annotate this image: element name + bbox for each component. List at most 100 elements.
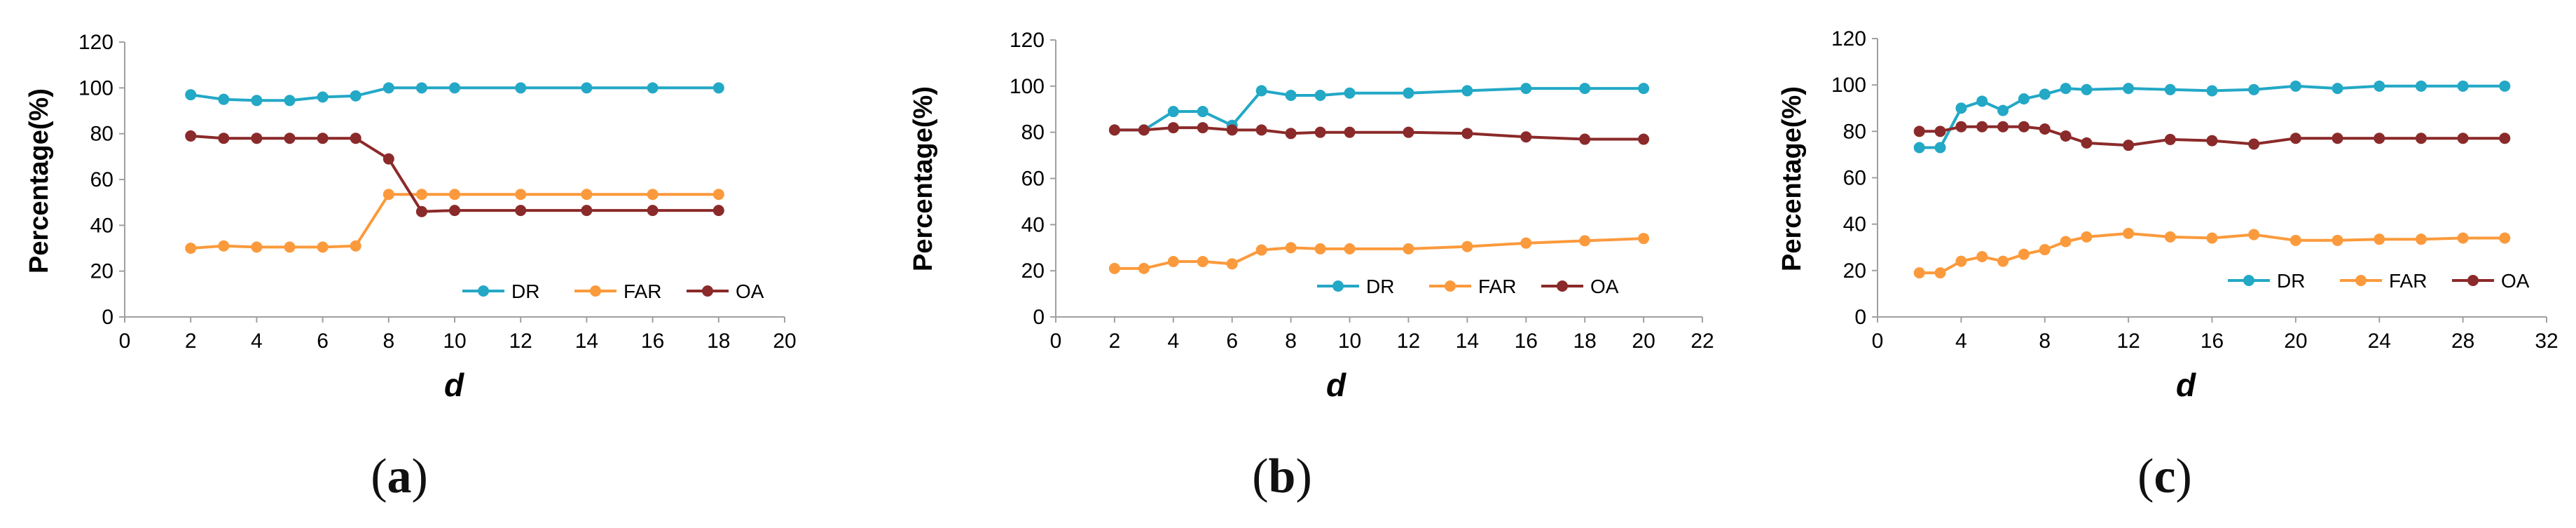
chart-c-y-tick-label: 80 [1843, 120, 1866, 143]
chart-b-far-point [1226, 258, 1238, 270]
chart-c-oa-point [2415, 133, 2427, 144]
chart-b-oa-point [1167, 122, 1179, 134]
chart-c-dr-point [1934, 142, 1946, 154]
chart-c-dr-point [2081, 83, 2093, 95]
chart-c-caption: (c) [2137, 449, 2192, 503]
chart-c-dr-point [2415, 80, 2427, 92]
chart-c-dr-point [2248, 83, 2260, 95]
chart-b-dr-point [1520, 83, 1532, 95]
chart-a-far-line [191, 193, 719, 250]
chart-a-x-tick-label: 10 [443, 330, 466, 353]
chart-b-far-line [1114, 237, 1644, 270]
chart-c-far-point [2499, 232, 2511, 244]
chart-b-x-tick-label: 10 [1338, 330, 1361, 353]
chart-c-x-tick-label: 0 [1872, 330, 1884, 353]
chart-b-y-tick-label: 100 [1010, 75, 1045, 98]
chart-a-dr-point [284, 95, 296, 107]
chart-b-y-tick-label: 20 [1021, 259, 1045, 283]
chart-b-x-tick-label: 8 [1285, 330, 1297, 353]
chart-c-x-tick-label: 8 [2039, 330, 2051, 353]
chart-a-x-tick-label: 0 [119, 330, 131, 353]
chart-c-legend-dr-marker [2243, 275, 2254, 286]
chart-a-y-tick-label: 120 [78, 31, 113, 54]
chart-c-oa-point [2123, 140, 2135, 151]
chart-c-oa-point [1934, 126, 1946, 137]
chart-c-far-point [2415, 233, 2427, 245]
chart-a-dr-point [251, 95, 263, 107]
chart-c-far-point [2018, 248, 2030, 260]
chart-a-oa-line [191, 134, 719, 213]
chart-b-far-point [1344, 243, 1356, 255]
chart-c-dr-point [2457, 80, 2469, 92]
chart-b-oa-point [1638, 133, 1650, 145]
chart-c-far-point [2248, 229, 2260, 241]
chart-c-far-point [2332, 234, 2343, 246]
chart-a-legend-dr-marker [478, 285, 489, 297]
chart-a-far-point [251, 241, 263, 253]
chart-c-oa-point [1913, 126, 1925, 137]
chart-c-dr-point [2060, 83, 2072, 95]
chart-b-dr-point [1344, 87, 1356, 99]
chart-c-far-point [2164, 231, 2176, 243]
chart-b-far-point [1138, 262, 1150, 274]
chart-b-oa-point [1344, 126, 1356, 138]
chart-a-far-point [712, 189, 724, 201]
chart-c-dr-point [2289, 80, 2301, 92]
chart-a-y-tick-label: 0 [102, 306, 113, 329]
chart-c-legend-oa-label: OA [2501, 270, 2530, 292]
chart-a-plot: 0 20 40 60 80 100 120 0 2 4 6 8 10 12 14 16 18 20 Percenta… [25, 31, 797, 403]
chart-a-dr-point [449, 82, 460, 94]
chart-c-x-tick-label: 20 [2284, 330, 2307, 353]
chart-b-x-tick-label: 22 [1690, 330, 1714, 353]
chart-a-far-point [449, 189, 460, 201]
chart-c-dr-point [2332, 83, 2343, 95]
chart-c-legend-far-label: FAR [2389, 270, 2427, 292]
chart-a-dr-point [415, 82, 427, 94]
chart-a-x-tick-label: 2 [185, 330, 197, 353]
chart-a-oa-point [449, 205, 460, 217]
chart-panel-c: 0 20 40 60 80 100 120 0 4 8 12 16 20 24 28 32 Percentage… [1723, 0, 2576, 528]
chart-c-oa-point [2332, 133, 2343, 144]
chart-a-oa-point [350, 133, 361, 144]
chart-b-dr-point [1403, 87, 1414, 99]
chart-a-far-point [185, 243, 197, 254]
chart-b-far-point [1403, 243, 1414, 255]
chart-c-x-tick-label: 28 [2451, 330, 2474, 353]
chart-b-dr-line [1114, 87, 1644, 132]
chart-a-dr-point [581, 82, 593, 94]
chart-b-legend-oa-marker [1557, 280, 1568, 292]
chart-b-oa-point [1461, 128, 1473, 140]
chart-a-far-point [284, 241, 296, 253]
chart-c-oa-point [1997, 121, 2009, 133]
chart-b-oa-line [1114, 126, 1644, 141]
chart-a-dr-point [712, 82, 724, 94]
chart-c-dr-point [2374, 80, 2385, 92]
chart-a-oa-point [218, 133, 230, 144]
chart-c-far-point [1955, 255, 1967, 267]
chart-b-y-tick-label: 80 [1021, 121, 1045, 144]
chart-b-legend-dr-marker [1332, 280, 1344, 292]
chart-b-x-tick-label: 20 [1632, 330, 1655, 353]
chart-b-x-tick-label: 18 [1573, 330, 1596, 353]
chart-b-y-tick-label: 0 [1033, 306, 1045, 329]
chart-a-y-axis-title: Percentage(%) [25, 88, 54, 273]
chart-b-legend-dr-label: DR [1366, 276, 1394, 297]
chart-b-far-point [1314, 243, 1326, 255]
chart-c-y-tick-label: 100 [1831, 74, 1866, 97]
chart-c-far-point [2457, 232, 2469, 244]
chart-a-oa-point [185, 130, 197, 142]
chart-c-far-point [2081, 231, 2093, 243]
chart-a-oa-point [647, 205, 659, 217]
chart-b-oa-point [1138, 124, 1150, 136]
chart-panel-b: 0 20 40 60 80 100 120 0 2 4 6 8 10 12 14 16 18 20 22 Percen… [862, 0, 1723, 528]
chart-c-y-tick-label: 40 [1843, 213, 1866, 236]
chart-b-dr-point [1285, 90, 1297, 101]
chart-a-y-tick-label: 40 [90, 214, 113, 237]
chart-c-dr-point [2018, 93, 2030, 105]
chart-b-far-point [1579, 235, 1591, 247]
chart-a-x-tick-label: 18 [707, 330, 730, 353]
chart-b-plot: 0 20 40 60 80 100 120 0 2 4 6 8 10 12 14 16 18 20 22 Percen… [909, 29, 1714, 403]
chart-a-y-tick-label: 100 [78, 76, 113, 100]
chart-a-oa-point [284, 133, 296, 144]
chart-c-legend-far-marker [2355, 275, 2367, 286]
